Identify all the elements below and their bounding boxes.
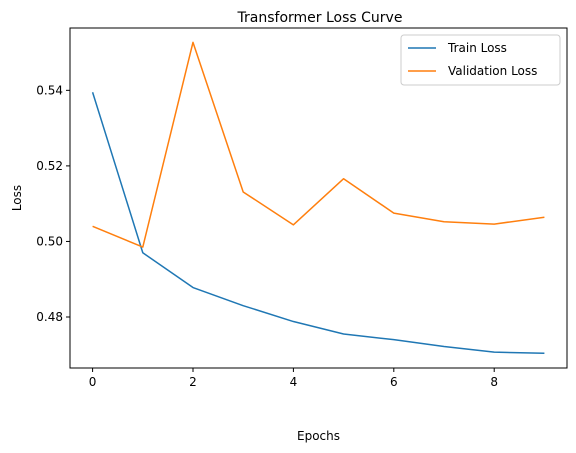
- x-tick-label: 8: [490, 375, 498, 389]
- y-tick-label: 0.54: [36, 83, 63, 97]
- legend: Train Loss Validation Loss: [400, 34, 561, 86]
- y-axis: 0.48 0.50 0.52 0.54: [36, 83, 70, 324]
- y-axis-label: Loss: [10, 185, 24, 211]
- y-tick-label: 0.52: [36, 159, 63, 173]
- x-axis-label: Epochs: [297, 429, 340, 443]
- x-tick-label: 0: [89, 375, 97, 389]
- chart-title: Transformer Loss Curve: [237, 10, 403, 26]
- x-tick-label: 4: [290, 375, 298, 389]
- series-line-train-loss: [91, 91, 545, 355]
- series-line-validation-loss: [92, 41, 545, 248]
- legend-label-validation-loss: Validation Loss: [448, 64, 537, 78]
- legend-box: [400, 34, 561, 86]
- x-tick-label: 6: [390, 375, 398, 389]
- y-tick-label: 0.48: [36, 310, 63, 324]
- series-lines: [91, 41, 545, 355]
- x-axis: 0 2 4 6 8: [89, 368, 498, 389]
- x-tick-label: 2: [189, 375, 197, 389]
- y-tick-label: 0.50: [36, 234, 63, 248]
- legend-label-train-loss: Train Loss: [447, 41, 507, 55]
